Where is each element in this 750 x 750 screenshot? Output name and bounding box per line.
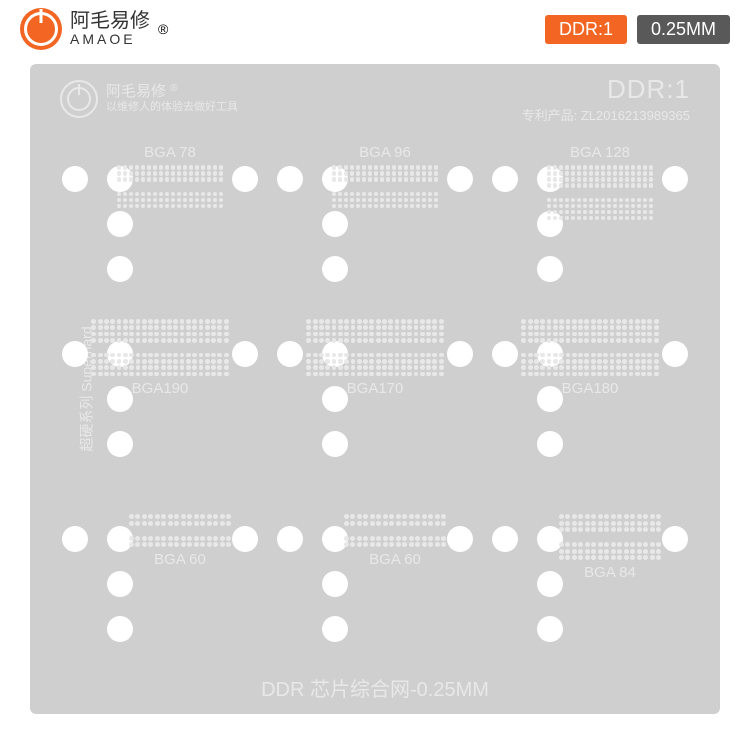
pad-block <box>332 192 439 209</box>
pad-group <box>515 165 685 220</box>
pad-group <box>85 165 255 208</box>
bga-cell: BGA170 <box>290 319 460 397</box>
pad-block <box>306 319 443 343</box>
pad-group <box>300 165 470 208</box>
bga-cell: BGA180 <box>505 319 675 397</box>
pad-group <box>75 319 245 376</box>
pad-block <box>559 542 662 560</box>
brand-text: 阿毛易修 AMAOE <box>70 10 150 47</box>
bga-label: BGA 128 <box>515 144 685 161</box>
bga-cell: BGA 60 <box>95 514 265 568</box>
pad-block <box>129 536 232 548</box>
badge-thickness: 0.25MM <box>637 15 730 44</box>
bga-cell: BGA 96 <box>300 144 470 208</box>
bga-label: BGA180 <box>505 380 675 397</box>
pad-block <box>344 536 447 548</box>
header: 阿毛易修 AMAOE ® DDR:1 0.25MM <box>0 0 750 58</box>
stencil-footer: DDR 芯片综合网-0.25MM <box>30 673 720 702</box>
bga-label: BGA 78 <box>85 144 255 161</box>
stencil-model: DDR:1 <box>522 74 690 105</box>
bga-cell: BGA 78 <box>85 144 255 208</box>
pad-block <box>332 165 439 182</box>
pad-block <box>117 192 224 209</box>
stencil-header: 阿毛易修 ® 以维修人的体验去做好工具 DDR:1 专利产品: ZL201621… <box>30 64 720 124</box>
pad-block <box>91 319 228 343</box>
bga-grid: BGA 78 BGA 96 BGA 128 BGA190 BGA170 BGA180 BGA… <box>75 144 695 664</box>
brand-cn: 阿毛易修 <box>70 10 150 32</box>
pad-block <box>547 165 654 188</box>
pad-block <box>547 198 654 221</box>
pad-block <box>521 353 658 377</box>
bga-label: BGA 96 <box>300 144 470 161</box>
pad-group <box>95 514 265 547</box>
badge-model: DDR:1 <box>545 15 627 44</box>
bga-label: BGA190 <box>75 380 245 397</box>
pad-group <box>505 319 675 376</box>
pad-block <box>521 319 658 343</box>
stencil-tagline: 以维修人的体验去做好工具 <box>106 101 238 114</box>
bga-cell: BGA 84 <box>525 514 695 581</box>
stencil-reg-mark: ® <box>170 83 177 94</box>
pad-block <box>344 514 447 526</box>
pad-block <box>91 353 228 377</box>
pad-block <box>117 165 224 182</box>
bga-label: BGA 60 <box>310 551 480 568</box>
bga-label: BGA 60 <box>95 551 265 568</box>
logo-block: 阿毛易修 AMAOE ® <box>20 8 168 50</box>
header-badges: DDR:1 0.25MM <box>545 15 730 44</box>
stencil-brand-cn: 阿毛易修 <box>106 83 166 100</box>
pad-block <box>129 514 232 526</box>
brand-en: AMAOE <box>70 32 150 47</box>
stencil-plate: 阿毛易修 ® 以维修人的体验去做好工具 DDR:1 专利产品: ZL201621… <box>30 64 720 714</box>
bga-label: BGA170 <box>290 380 460 397</box>
bga-label: BGA 84 <box>525 564 695 581</box>
patent-number: ZL2016213989365 <box>581 108 690 123</box>
bga-cell: BGA 60 <box>310 514 480 568</box>
stencil-logo: 阿毛易修 ® 以维修人的体验去做好工具 <box>60 74 238 124</box>
reg-mark: ® <box>158 21 168 37</box>
stencil-header-right: DDR:1 专利产品: ZL2016213989365 <box>522 74 690 124</box>
pad-block <box>559 514 662 532</box>
stencil-logo-icon <box>60 80 98 118</box>
pad-group <box>290 319 460 376</box>
bga-cell: BGA190 <box>75 319 245 397</box>
bga-cell: BGA 128 <box>515 144 685 220</box>
patent-label: 专利产品: <box>522 108 578 123</box>
pad-group <box>310 514 480 547</box>
pad-group <box>525 514 695 560</box>
pad-block <box>306 353 443 377</box>
logo-icon <box>20 8 62 50</box>
